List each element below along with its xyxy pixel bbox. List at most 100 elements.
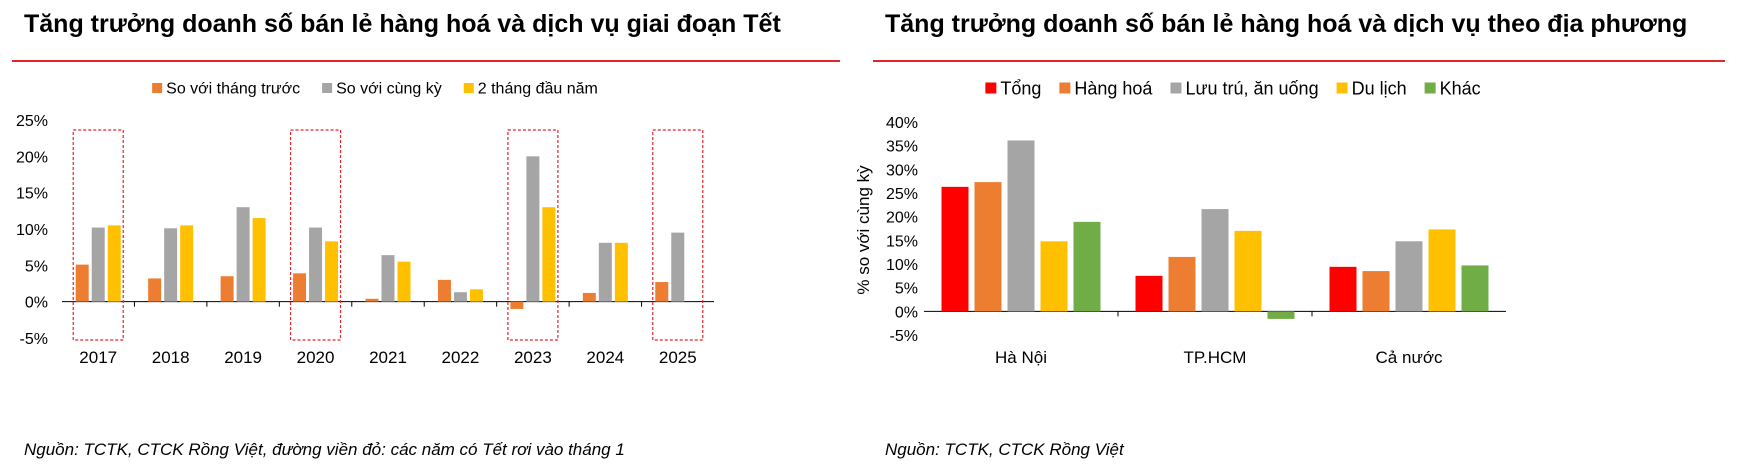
bar-Cả nước-5 (1461, 265, 1489, 312)
x-tick-label: 2018 (152, 348, 190, 367)
bar-TP.HCM-4 (1234, 230, 1262, 312)
x-tick-label: TP.HCM (1184, 348, 1247, 367)
bar-2023-1 (510, 301, 524, 309)
y-tick-label: 15% (886, 233, 918, 250)
y-tick-label: 25% (16, 113, 48, 130)
y-tick-label: 15% (16, 186, 48, 203)
legend-label: So với tháng trước (166, 81, 300, 98)
bar-Hà Nội-1 (941, 186, 969, 312)
bar-chart-tet: -5% 0% 5% 10% 15% 20% 25% 2017 2018 2019 2020 2021 2… (16, 81, 714, 367)
chart-panel-right: Tăng trưởng doanh số bán lẻ hàng hoá và … (854, 0, 1737, 475)
bar-TP.HCM-1 (1135, 275, 1163, 312)
legend-label: Hàng hoá (1074, 78, 1153, 98)
y-tick-label: 0% (25, 295, 48, 312)
y-tick-label: 35% (886, 139, 918, 156)
y-tick-label: 10% (16, 222, 48, 239)
y-tick-label: -5% (20, 331, 48, 348)
title-rule-right (873, 60, 1725, 62)
chart-title-left: Tăng trưởng doanh số bán lẻ hàng hoá và … (24, 10, 781, 38)
bar-2024-3 (614, 242, 628, 302)
bar-2018-2 (164, 228, 178, 302)
legend-swatch (985, 82, 997, 94)
x-tick-label: Cả nước (1376, 348, 1443, 367)
title-rule-left (12, 60, 840, 62)
bar-2019-1 (220, 276, 234, 302)
legend-label: 2 tháng đầu năm (478, 81, 598, 98)
y-tick-label: 5% (25, 258, 48, 275)
bar-Cả nước-3 (1395, 241, 1423, 312)
legend-label: Tổng (1000, 78, 1041, 98)
y-axis-title: % so với cùng kỳ (854, 165, 873, 295)
bar-2024-1 (582, 292, 596, 302)
x-tick-label: 2021 (369, 348, 407, 367)
bar-2017-1 (75, 264, 89, 302)
bar-2025-1 (655, 282, 669, 302)
highlight-box-2020 (289, 129, 342, 341)
bar-Hà Nội-5 (1073, 221, 1101, 312)
bar-Hà Nội-3 (1007, 140, 1035, 312)
y-tick-label: 20% (886, 210, 918, 227)
bar-Hà Nội-2 (974, 182, 1002, 312)
legend-swatch (1336, 82, 1348, 94)
x-tick-label: 2024 (586, 348, 624, 367)
x-tick-label: 2023 (514, 348, 552, 367)
bar-Cả nước-2 (1362, 271, 1390, 312)
legend-swatch (1424, 82, 1436, 94)
bar-TP.HCM-3 (1201, 209, 1229, 312)
bar-2023-3 (542, 207, 556, 302)
bar-2022-3 (469, 289, 483, 302)
bar-2022-1 (437, 279, 451, 302)
y-tick-label: 5% (895, 281, 918, 298)
bar-2022-2 (453, 292, 467, 302)
legend-swatch (1170, 82, 1182, 94)
x-tick-label: 2025 (659, 348, 697, 367)
bar-TP.HCM-5 (1267, 311, 1295, 319)
x-tick-label: Hà Nội (995, 348, 1047, 367)
chart-title-right: Tăng trưởng doanh số bán lẻ hàng hoá và … (885, 10, 1688, 38)
legend-label: Du lịch (1352, 78, 1407, 98)
bar-2017-3 (107, 225, 121, 302)
bar-2020-3 (325, 241, 339, 302)
bar-chart-regions: -5% 0% 5% 10% 15% 20% 25% 30% 35% 40% Hà Nội TP.HCM… (854, 78, 1506, 367)
bar-2023-2 (526, 156, 540, 302)
y-tick-label: 0% (895, 304, 918, 321)
legend-swatch (1059, 82, 1071, 94)
bar-2018-3 (180, 225, 194, 302)
bar-2025-2 (671, 232, 685, 302)
chart-panel-left: Tăng trưởng doanh số bán lẻ hàng hoá và … (0, 0, 850, 475)
bar-2021-1 (365, 298, 379, 302)
source-note-right: Nguồn: TCTK, CTCK Rồng Việt (885, 440, 1124, 459)
source-note-left: Nguồn: TCTK, CTCK Rồng Việt, đường viền … (24, 440, 625, 459)
bar-TP.HCM-2 (1168, 256, 1196, 312)
y-tick-label: 10% (886, 257, 918, 274)
y-tick-label: 30% (886, 162, 918, 179)
bar-2020-2 (309, 227, 323, 302)
x-tick-label: 2017 (79, 348, 117, 367)
bar-2017-2 (91, 227, 105, 302)
legend-label: So với cùng kỳ (336, 81, 442, 98)
bar-Cả nước-1 (1329, 266, 1357, 312)
legend-label: Khác (1440, 78, 1481, 98)
bar-2021-2 (381, 255, 395, 302)
highlight-box-2017 (72, 129, 124, 341)
highlight-box-2023 (507, 129, 559, 341)
legend-swatch (322, 83, 333, 93)
y-tick-label: 20% (16, 149, 48, 166)
bar-2019-3 (252, 218, 266, 302)
legend-label: Lưu trú, ăn uống (1185, 78, 1318, 98)
x-tick-label: 2022 (442, 348, 480, 367)
legend-swatch (463, 83, 474, 93)
legend-swatch (152, 83, 163, 93)
bar-2019-2 (236, 207, 250, 302)
highlight-box-2025 (652, 129, 704, 341)
bar-Cả nước-4 (1428, 229, 1456, 312)
x-tick-label: 2019 (224, 348, 262, 367)
bar-2024-2 (598, 242, 612, 302)
y-tick-label: 25% (886, 186, 918, 203)
bar-2018-1 (148, 278, 162, 302)
bar-2021-3 (397, 261, 411, 302)
y-tick-label: 40% (886, 115, 918, 132)
bar-2020-1 (293, 273, 307, 302)
bar-Hà Nội-4 (1040, 241, 1068, 312)
x-tick-label: 2020 (297, 348, 335, 367)
